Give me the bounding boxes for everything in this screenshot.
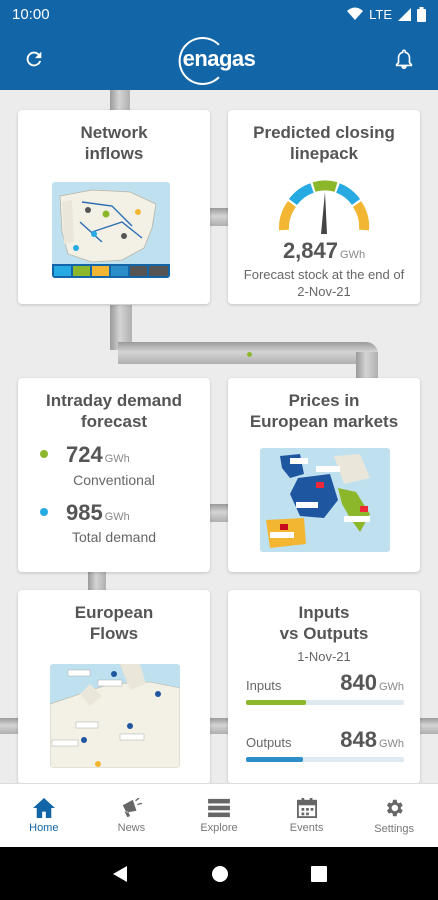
- inputs-value: 840 GWh: [340, 670, 404, 695]
- pipe-indicator: [247, 352, 252, 357]
- gear-icon: [387, 799, 403, 816]
- total-demand-dot: [40, 508, 48, 516]
- nav-label: Settings: [374, 822, 415, 835]
- dashboard: Network inflows Pr: [0, 90, 438, 783]
- system-icons: LTE: [347, 6, 426, 22]
- card-title: European Flows: [74, 603, 154, 643]
- nav-label: Events: [289, 821, 324, 834]
- nav-settings[interactable]: Settings: [350, 784, 438, 847]
- prices-card[interactable]: Prices in European markets: [228, 378, 420, 572]
- pipe-decoration: [356, 352, 378, 380]
- back-icon[interactable]: [111, 865, 129, 883]
- conventional-value: 724 GWh: [66, 442, 130, 467]
- linepack-caption: Forecast stock at the end of 2-Nov-21: [243, 267, 405, 299]
- recents-icon[interactable]: [311, 865, 327, 882]
- pipe-decoration: [418, 718, 438, 734]
- megaphone-icon: [123, 797, 143, 817]
- outputs-bar: [246, 757, 404, 762]
- pipe-decoration: [110, 305, 132, 350]
- pipe-decoration: [208, 208, 230, 226]
- pipe-decoration: [208, 504, 230, 522]
- linepack-gauge-icon: [278, 180, 370, 234]
- iberia-map-thumbnail: [52, 182, 170, 278]
- bell-icon: [395, 49, 413, 69]
- card-title: Predicted closing linepack: [253, 123, 395, 163]
- nav-home[interactable]: Home: [0, 784, 88, 847]
- refresh-icon: [26, 51, 42, 67]
- bottom-navigation: Home News Explore Events Settings: [0, 783, 438, 847]
- outputs-label: Outputs: [246, 735, 292, 750]
- status-bar: 10:00 LTE: [0, 0, 438, 28]
- inputs-bar: [246, 700, 404, 705]
- conventional-dot: [40, 450, 48, 458]
- nav-label: Explore: [200, 821, 238, 834]
- conventional-label: Conventional: [73, 472, 155, 488]
- linepack-card[interactable]: Predicted closing linepack 2,847 GWh Fore…: [228, 110, 420, 304]
- status-time: 10:00: [12, 5, 50, 23]
- app-bar: enagas: [0, 28, 438, 90]
- linepack-value: 2,847 GWh: [282, 238, 366, 263]
- pipe-decoration: [88, 572, 106, 592]
- battery-icon: [417, 6, 426, 22]
- total-demand-value: 985 GWh: [66, 500, 130, 525]
- home-icon: [32, 797, 55, 818]
- nav-label: News: [117, 821, 146, 834]
- card-title: Inputs vs Outputs: [279, 603, 369, 643]
- outputs-row: Outputs 848 GWh: [246, 727, 404, 762]
- system-navigation-bar: [0, 847, 438, 900]
- list-icon: [208, 798, 230, 817]
- notifications-button[interactable]: [388, 43, 420, 75]
- card-title: Intraday demand forecast: [45, 391, 183, 431]
- home-circle-icon[interactable]: [211, 865, 229, 883]
- card-title: Prices in European markets: [249, 391, 399, 431]
- network-inflows-card[interactable]: Network inflows: [18, 110, 210, 304]
- outputs-value: 848 GWh: [340, 727, 404, 752]
- inputs-outputs-card[interactable]: Inputs vs Outputs 1-Nov-21 Inputs 840 GWh…: [228, 590, 420, 783]
- nav-label: Home: [29, 821, 59, 834]
- european-flows-card[interactable]: European Flows: [18, 590, 210, 783]
- inputs-outputs-date: 1-Nov-21: [297, 649, 351, 664]
- pipe-decoration: [0, 718, 20, 734]
- nav-news[interactable]: News: [88, 784, 176, 847]
- inputs-row: Inputs 840 GWh: [246, 670, 404, 705]
- wifi-icon: [347, 7, 364, 20]
- pipe-decoration: [110, 90, 130, 112]
- calendar-icon: [296, 797, 317, 818]
- signal-icon: [398, 7, 411, 21]
- pipe-decoration: [208, 718, 230, 734]
- europe-prices-map-thumbnail: [260, 448, 390, 552]
- card-title: Network inflows: [80, 123, 148, 163]
- nav-explore[interactable]: Explore: [175, 784, 263, 847]
- intraday-demand-card[interactable]: Intraday demand forecast 724 GWh Conventi…: [18, 378, 210, 572]
- enagas-logo: enagas: [178, 37, 256, 85]
- refresh-button[interactable]: [18, 43, 50, 75]
- total-demand-label: Total demand: [71, 529, 157, 545]
- europe-flows-map-thumbnail: [50, 664, 180, 768]
- inputs-label: Inputs: [246, 678, 282, 693]
- nav-events[interactable]: Events: [263, 784, 351, 847]
- network-type: LTE: [369, 6, 392, 22]
